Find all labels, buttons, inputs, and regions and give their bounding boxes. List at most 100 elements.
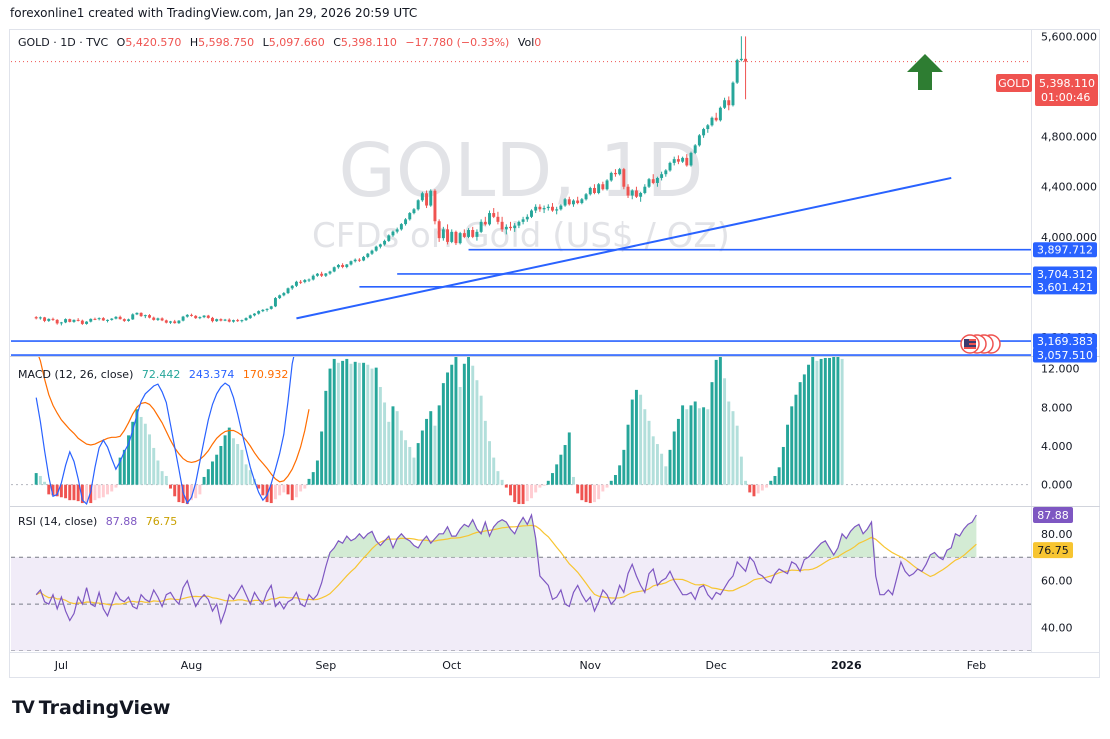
macd-histogram-bar: [693, 401, 697, 485]
candle-body: [576, 200, 580, 204]
close-value: 5,398.110: [341, 36, 397, 49]
macd-histogram-bar: [676, 418, 680, 485]
macd-histogram-bar: [97, 484, 101, 499]
macd-histogram-bar: [261, 484, 265, 496]
rsi-tick-label: 60.00: [1041, 575, 1073, 588]
macd-histogram-bar: [811, 357, 815, 485]
macd-histogram-bar: [521, 484, 525, 505]
tradingview-logo[interactable]: TV TradingView: [12, 697, 170, 719]
macd-histogram-bar: [756, 484, 760, 494]
macd-histogram-bar: [80, 484, 84, 504]
candles-group: [34, 36, 748, 326]
macd-histogram-bar: [450, 364, 454, 485]
candle-body: [458, 233, 462, 244]
macd-signal-line: [38, 357, 310, 483]
macd-histogram-bar: [592, 484, 596, 503]
macd-histogram-bar: [232, 438, 235, 485]
candle-body: [555, 209, 559, 211]
chart-border: [9, 29, 1100, 678]
macd-histogram-bar: [399, 430, 403, 485]
macd-histogram-bar: [160, 471, 164, 485]
macd-histogram-bar: [64, 484, 68, 499]
macd-histogram-bar: [475, 380, 479, 485]
macd-histogram-bar: [131, 421, 135, 485]
candle-body: [38, 317, 42, 319]
candle-body: [395, 229, 399, 232]
rsi-label: RSI (14, close): [18, 515, 97, 528]
macd-histogram-bar: [215, 454, 219, 485]
candle-body: [185, 314, 189, 317]
candle-body: [408, 213, 412, 220]
macd-histogram-bar: [93, 484, 97, 501]
macd-histogram-bar: [496, 471, 500, 485]
macd-histogram-bar: [655, 444, 659, 485]
rsi-tick-label: 80.00: [1041, 528, 1073, 541]
candle-body: [43, 317, 47, 321]
macd-histogram-bar: [72, 484, 76, 501]
macd-histogram-bar: [710, 382, 714, 485]
macd-histogram-bar: [471, 365, 475, 485]
macd-histogram-bar: [374, 367, 378, 485]
macd-histogram-bar: [349, 363, 353, 485]
high-value: 5,598.750: [198, 36, 254, 49]
macd-histogram-bar: [303, 484, 307, 489]
macd-histogram-bar: [198, 484, 202, 495]
candle-body: [215, 319, 219, 322]
candle-body: [378, 244, 382, 247]
macd-histogram-bar: [408, 446, 412, 485]
macd-histogram-bar: [634, 389, 638, 485]
macd-pane: [11, 357, 1031, 506]
macd-histogram-bar: [735, 425, 739, 485]
candle-body: [156, 318, 160, 320]
rsi-tick-label: 40.00: [1041, 622, 1073, 635]
candle-body: [425, 193, 429, 206]
horizontal-levels[interactable]: [11, 248, 1031, 356]
macd-histogram-bar: [341, 360, 345, 485]
candle-body: [630, 190, 634, 196]
macd-histogram-bar: [664, 466, 668, 485]
candle-body: [731, 82, 735, 106]
price-label-countdown: 01:00:46: [1041, 91, 1090, 104]
level-label-text: 3,704.312: [1037, 268, 1093, 281]
trendline-group[interactable]: [296, 176, 952, 320]
macd-histogram-bar: [500, 479, 504, 485]
economic-events-icon[interactable]: [960, 334, 1001, 354]
macd-histogram-bar: [479, 395, 483, 485]
macd-histogram-bar: [194, 484, 198, 499]
macd-histogram-bar: [786, 424, 790, 485]
macd-histogram-bar: [404, 440, 408, 485]
time-tick-label: Dec: [706, 659, 727, 672]
up-arrow-icon[interactable]: [907, 54, 943, 90]
macd-histogram-bar: [240, 449, 244, 485]
macd-histogram-bar: [55, 484, 59, 497]
price-label-symbol: GOLD: [998, 77, 1030, 90]
macd-histogram-bar: [517, 484, 521, 505]
macd-histogram-bar: [601, 484, 605, 492]
macd-histogram-bar: [509, 484, 512, 496]
macd-histogram-bar: [765, 484, 769, 488]
macd-histogram-bar: [660, 453, 664, 485]
candle-body: [122, 319, 126, 321]
macd-histogram-bar: [798, 382, 802, 485]
candle-body: [294, 281, 298, 286]
macd-histogram-bar: [647, 420, 651, 485]
macd-histogram-bar: [433, 425, 437, 485]
macd-histogram-bar: [425, 418, 429, 485]
candle-body: [59, 322, 63, 324]
macd-histogram-bar: [613, 475, 617, 485]
macd-histogram-bar: [773, 475, 777, 485]
macd-histogram-bar: [420, 430, 424, 485]
macd-histogram-bar: [127, 435, 130, 485]
macd-histogram-bar: [639, 394, 643, 485]
macd-histogram-bar: [563, 445, 567, 485]
candle-body: [93, 318, 97, 320]
candle-body: [559, 205, 563, 210]
macd-histogram-bar: [152, 447, 156, 485]
level-label-box: [1033, 333, 1097, 349]
macd-histogram-bar: [311, 472, 315, 485]
candle-body: [101, 318, 105, 321]
macd-histogram-bar: [689, 405, 693, 485]
macd-histogram-bar: [156, 460, 160, 485]
candle-body: [727, 100, 731, 106]
